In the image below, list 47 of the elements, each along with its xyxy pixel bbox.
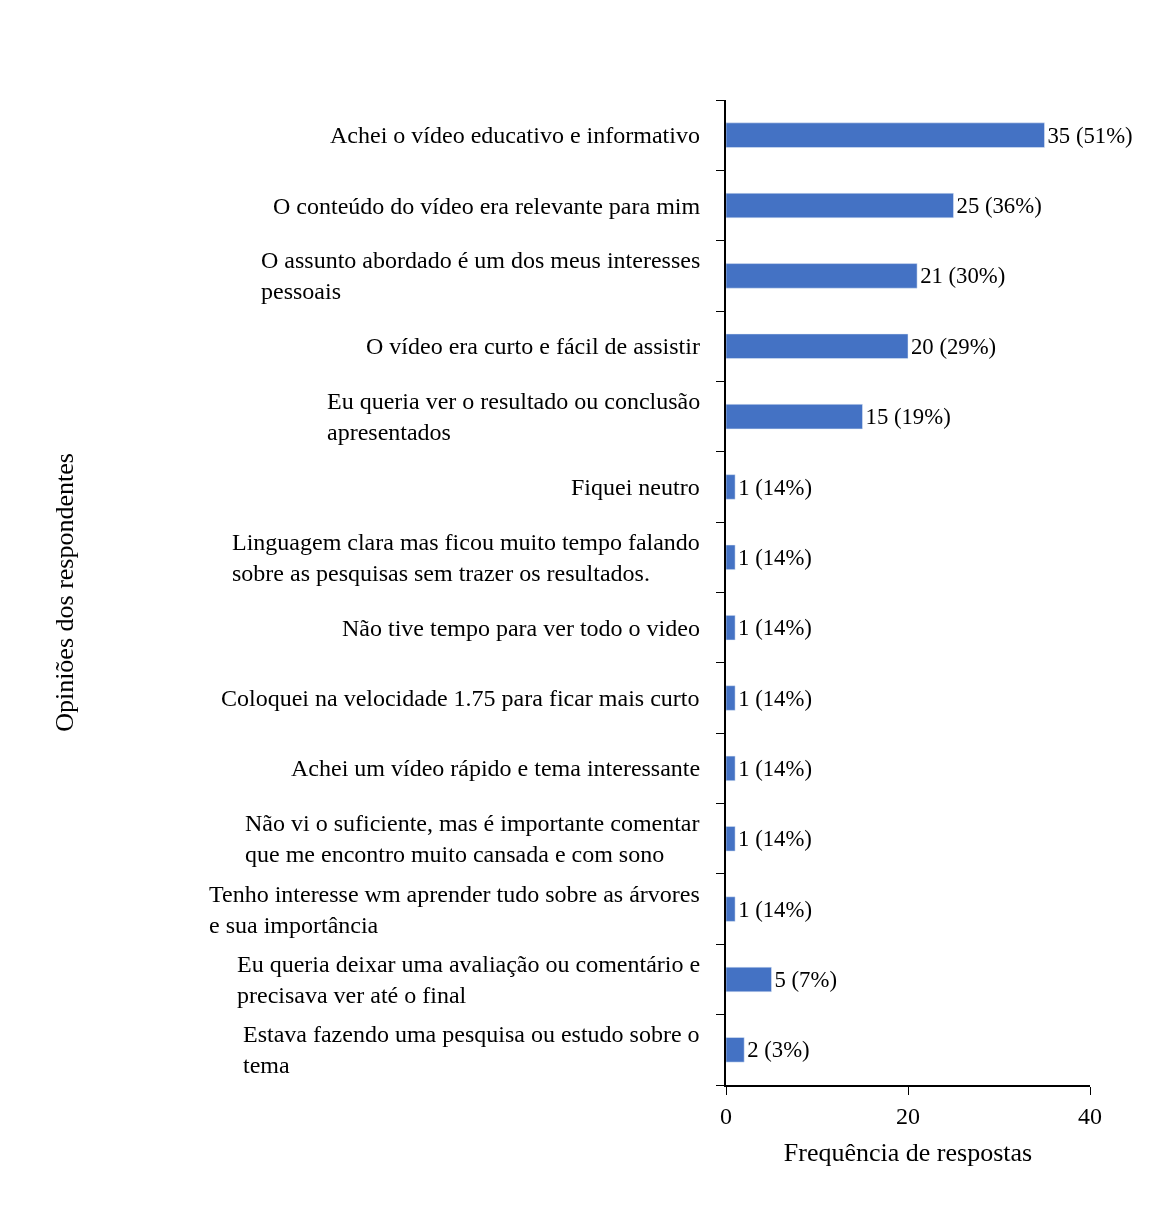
x-axis-title: Frequência de respostas bbox=[783, 1137, 1033, 1167]
data-label: 1 (14%) bbox=[738, 474, 812, 500]
bar bbox=[726, 122, 1045, 148]
y-tick-label: Eu queria ver o resultado ou conclusão apresentados bbox=[327, 388, 701, 446]
y-tick-label: Eu queria deixar uma avaliação ou comentário e precisava ver até o final bbox=[237, 951, 701, 1009]
data-label: 35 (51%) bbox=[1047, 122, 1133, 148]
y-tick-label: O vídeo era curto e fácil de assistir bbox=[366, 333, 700, 359]
data-label: 1 (14%) bbox=[738, 896, 812, 922]
y-tick-label: O assunto abordado é um dos meus interesses pessoais bbox=[261, 247, 701, 305]
bar bbox=[726, 966, 772, 993]
y-tick-label: O conteúdo do vídeo era relevante para mim bbox=[273, 193, 701, 219]
bar bbox=[726, 826, 736, 852]
bar bbox=[726, 755, 736, 781]
y-tick-label: Linguagem clara mas ficou muito tempo falando sobre as pesquisas sem trazer os resultados. bbox=[232, 529, 700, 587]
y-tick-label: Tenho interesse wm aprender tudo sobre as árvores e sua importância bbox=[209, 881, 700, 939]
y-tick-label: Fiquei neutro bbox=[571, 474, 700, 500]
y-tick-label: Estava fazendo uma pesquisa ou estudo sobre o tema bbox=[243, 1021, 700, 1079]
bar bbox=[726, 404, 863, 430]
data-label: 1 (14%) bbox=[738, 544, 812, 570]
data-label: 21 (30%) bbox=[920, 263, 1006, 289]
y-tick-label: Não tive tempo para ver todo o video bbox=[342, 615, 700, 641]
y-tick-label: Achei um vídeo rápido e tema interessante bbox=[291, 755, 701, 781]
bar bbox=[726, 685, 736, 711]
bar bbox=[726, 896, 736, 922]
bar bbox=[726, 544, 736, 570]
bar bbox=[726, 263, 918, 289]
bar bbox=[726, 333, 909, 359]
bar bbox=[726, 192, 954, 219]
y-tick-label: Coloquei na velocidade 1.75 para ficar mais curto bbox=[221, 685, 700, 711]
y-axis-title: Opiniões dos respondentes bbox=[50, 453, 80, 732]
y-tick-label: Não vi o suficiente, mas é importante comentar que me encontro muito cansada e com sono bbox=[245, 810, 700, 868]
data-label: 1 (14%) bbox=[738, 685, 812, 711]
bar bbox=[726, 474, 736, 500]
data-label: 20 (29%) bbox=[911, 333, 997, 359]
bar bbox=[726, 1037, 745, 1063]
data-label: 1 (14%) bbox=[738, 615, 812, 641]
data-label: 1 (14%) bbox=[738, 755, 812, 781]
data-label: 2 (3%) bbox=[747, 1037, 810, 1063]
x-tick-label: 20 bbox=[896, 1102, 920, 1129]
data-label: 15 (19%) bbox=[865, 404, 951, 430]
data-label: 5 (7%) bbox=[774, 967, 837, 993]
bar bbox=[726, 615, 736, 641]
x-tick-label: 40 bbox=[1078, 1102, 1102, 1129]
data-label: 25 (36%) bbox=[956, 193, 1042, 219]
x-tick-label: 0 bbox=[720, 1102, 732, 1129]
data-label: 1 (14%) bbox=[738, 826, 812, 852]
y-tick-label: Achei o vídeo educativo e informativo bbox=[330, 122, 700, 148]
